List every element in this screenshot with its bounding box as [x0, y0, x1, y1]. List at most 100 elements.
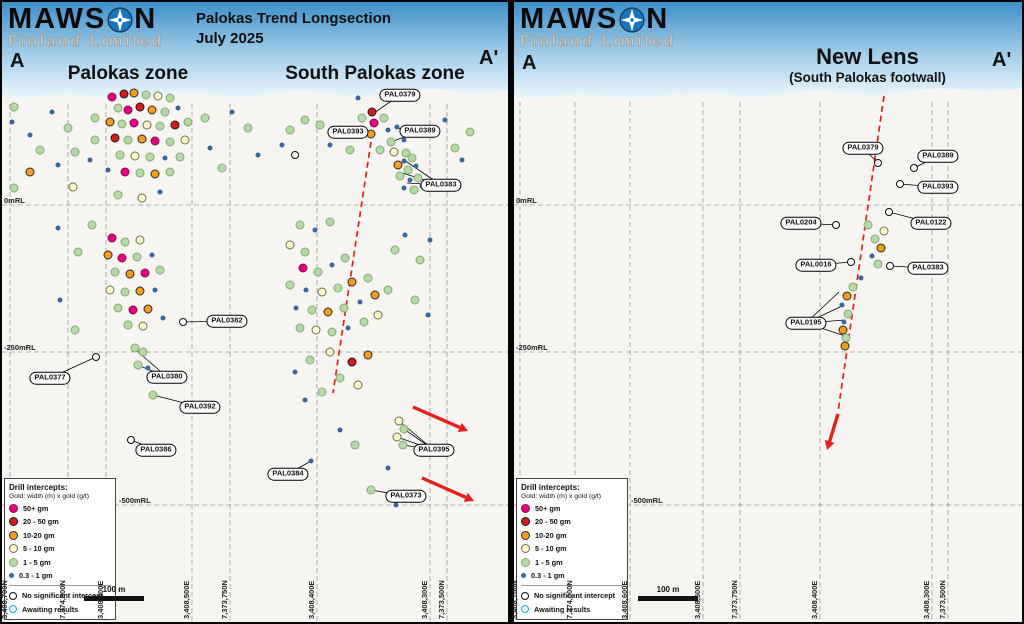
legend-swatch-g5 [521, 544, 530, 553]
intercept-point-g1 [35, 145, 45, 155]
intercept-point-g1 [285, 125, 295, 135]
intercept-point-g10 [840, 341, 850, 351]
legend-label: 0.3 - 1 gm [531, 571, 565, 580]
logo-text-2: N [134, 3, 158, 35]
intercept-point-g03 [160, 315, 166, 321]
intercept-point-g1 [305, 355, 315, 365]
intercept-point-g10 [137, 134, 147, 144]
compass-icon [619, 6, 645, 33]
x-axis-label: 3,408,600E [620, 580, 629, 619]
x-axis-label: 3,408,700N [0, 580, 9, 619]
intercept-point-g03 [55, 225, 61, 231]
legend-label: 1 - 5 gm [23, 557, 51, 567]
x-axis-label: 3,408,400E [810, 580, 819, 619]
intercept-point-g1 [243, 123, 253, 133]
logo-wordmark: MAWS N [520, 5, 676, 34]
intercept-point-g1 [175, 152, 185, 162]
legend-label: Awaiting results [534, 604, 591, 614]
intercept-point-g20 [170, 120, 180, 130]
zone-label-new-lens: New Lens [816, 44, 919, 69]
intercept-point-g1 [295, 220, 305, 230]
intercept-point-g03 [312, 227, 318, 233]
y-axis-label: -500mRL [119, 496, 151, 505]
intercept-point-g1 [300, 247, 310, 257]
section-marker-a-right: A [522, 52, 537, 74]
intercept-point-g5 [135, 235, 145, 245]
legend-swatch-g10 [9, 530, 18, 540]
x-axis-label: 7,373,500N [938, 580, 947, 619]
y-axis-label: 0mRL [516, 196, 537, 205]
intercept-point-g1 [863, 220, 873, 230]
mawson-logo: MAWS N Finland Limited [8, 5, 164, 51]
intercept-point-g1 [327, 327, 337, 337]
intercept-point-nsi [832, 221, 840, 229]
intercept-point-g50 [120, 167, 130, 177]
intercept-point-g10 [150, 169, 160, 179]
intercept-point-g10 [876, 243, 886, 253]
intercept-point-g1 [9, 183, 19, 193]
intercept-point-g1 [350, 440, 360, 450]
legend-item: Awaiting results [521, 604, 623, 615]
legend-swatch-await [9, 605, 17, 613]
intercept-point-g1 [123, 320, 133, 330]
legend-swatch-g5 [9, 544, 18, 553]
logo-subtitle: Finland Limited [520, 33, 676, 51]
intercept-point-g03 [162, 155, 168, 161]
intercept-point-g5 [353, 380, 363, 390]
intercept-point-g1 [363, 273, 373, 283]
intercept-point-g5 [137, 193, 147, 203]
zone-label-south-palokas: South Palokas zone [285, 63, 465, 84]
intercept-point-g20 [347, 357, 357, 367]
x-axis-label: 7,374,000N [58, 580, 67, 619]
legend-label: Awaiting results [22, 604, 79, 614]
drillhole-label: PAL0380 [146, 370, 188, 384]
intercept-point-g1 [113, 303, 123, 313]
section-marker-aprime-right: A' [992, 49, 1012, 71]
intercept-point-g10 [147, 105, 157, 115]
legend-label: 50+ gm [23, 503, 49, 513]
legend-swatch-g50 [521, 503, 530, 513]
legend-label: 0.3 - 1 gm [19, 571, 53, 580]
intercept-point-g1 [160, 107, 170, 117]
intercept-point-g5 [325, 347, 335, 357]
intercept-point-g1 [133, 360, 143, 370]
intercept-point-g03 [839, 302, 845, 308]
intercept-point-g1 [848, 282, 858, 292]
intercept-point-g1 [307, 305, 317, 315]
intercept-point-g03 [407, 177, 413, 183]
zone-sublabel-new-lens: (South Palokas footwall) [789, 70, 946, 85]
intercept-point-g1 [398, 440, 408, 450]
section-marker-a-left: A [10, 50, 25, 72]
intercept-point-g03 [345, 325, 351, 331]
intercept-point-g1 [379, 113, 389, 123]
scale-bar-label: 100 m [102, 585, 126, 594]
drillhole-label: PAL0195 [785, 316, 827, 330]
legend-swatch-await [521, 605, 529, 613]
intercept-point-g03 [57, 297, 63, 303]
legend-label: No significant intercept [22, 591, 104, 600]
legend-item: 1 - 5 gm [9, 557, 111, 568]
legend-item: No significant intercept [521, 585, 623, 601]
intercept-point-g03 [292, 369, 298, 375]
scale-bar-rule [84, 596, 144, 601]
legend-swatch-g1 [521, 557, 530, 567]
legend-label: 1 - 5 gm [535, 557, 563, 567]
intercept-point-g03 [337, 427, 343, 433]
legend-item: 0.3 - 1 gm [9, 570, 111, 581]
legend-item: No significant intercept [9, 585, 111, 601]
intercept-point-g1 [339, 303, 349, 313]
intercept-point-g10 [135, 286, 145, 296]
intercept-point-g1 [165, 167, 175, 177]
scale-bar-label: 100 m [656, 585, 680, 594]
legend-item: 0.3 - 1 gm [521, 570, 623, 581]
intercept-point-g1 [165, 137, 175, 147]
intercept-point-g50 [369, 118, 379, 128]
intercept-point-g50 [150, 136, 160, 146]
intercept-point-g10 [125, 269, 135, 279]
x-axis-label: 3,408,300E [922, 580, 931, 619]
intercept-point-g5 [105, 285, 115, 295]
legend-swatch-g03 [521, 573, 526, 578]
intercept-point-g03 [442, 117, 448, 123]
intercept-point-g03 [402, 232, 408, 238]
intercept-point-g1 [200, 113, 210, 123]
